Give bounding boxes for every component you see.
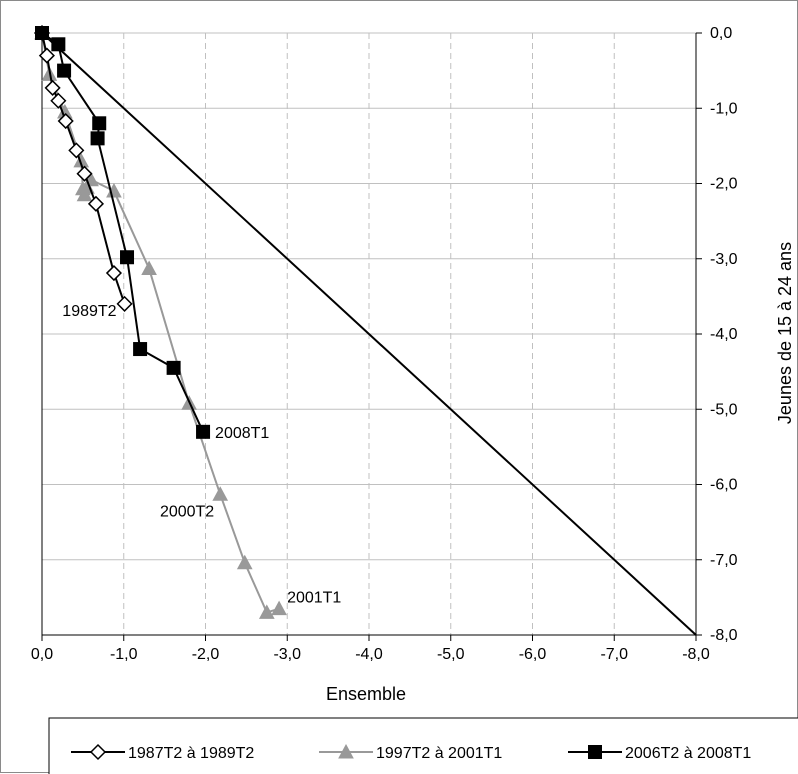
series-1-point: [105, 264, 123, 282]
annotation-label: 2001T1: [287, 590, 341, 607]
series-2-point: [236, 554, 253, 570]
annotation-layer: 1989T2 2000T2 2001T1 2008T1: [62, 303, 341, 607]
series-3-point: [196, 424, 211, 439]
series-2-point: [76, 186, 93, 202]
y-tick-label: -2,0: [710, 176, 738, 193]
series-1-point: [57, 112, 74, 130]
reference-line-layer: [41, 32, 697, 636]
series-line-1: [41, 32, 126, 305]
x-tick-label: -1,0: [110, 646, 138, 663]
legend: 1987T2 à 1989T2 1997T2 à 2001T1 2006T2 à 2…: [48, 717, 798, 774]
y-tick-label: -5,0: [710, 401, 738, 418]
legend-entry-1-text: 1987T2 à 1989T2: [128, 745, 254, 762]
series-1-point: [68, 142, 85, 159]
series-3-point: [57, 63, 72, 78]
annotation-label: 2008T1: [215, 425, 269, 442]
annotation-label: 2000T2: [160, 503, 214, 520]
series-2-point: [212, 486, 229, 501]
y-tick-label: 0,0: [710, 25, 732, 42]
legend-entry-1-marker: [89, 743, 107, 761]
legend-entry-3-text: 2006T2 à 2008T1: [625, 745, 751, 762]
legend-entry-2-text: 1997T2 à 2001T1: [376, 745, 502, 762]
series-1-point: [87, 195, 105, 212]
axes-layer: 0,0 -1,0 -2,0 -3,0 -4,0 -5,0 -6,0 -7,0 -8,0 0,0 -1…: [31, 25, 738, 663]
series-3-point: [51, 37, 66, 52]
series-1-point: [116, 295, 133, 312]
series-1-point: [76, 165, 93, 182]
series-3-point: [120, 250, 135, 265]
x-tick-label: -5,0: [437, 646, 465, 663]
series-3-point: [90, 131, 105, 146]
legend-entry-2-marker: [338, 743, 354, 759]
series-2-point: [258, 604, 275, 619]
legend-box: [48, 717, 798, 774]
y-tick-label: -7,0: [710, 552, 738, 569]
x-tick-label: -3,0: [273, 646, 301, 663]
series-3-point: [166, 360, 181, 375]
x-tick-label: -8,0: [682, 646, 710, 663]
y-axis-title: Jeunes de 15 à 24 ans: [775, 242, 795, 424]
annotation-label: 1989T2: [62, 303, 116, 320]
series-1-point: [44, 79, 61, 96]
series-layer: [33, 24, 287, 619]
series-3-point: [92, 116, 107, 131]
x-tick-label: 0,0: [31, 646, 53, 663]
reference-diagonal-line: [41, 32, 697, 636]
x-axis-title: Ensemble: [326, 684, 406, 704]
series-1-point: [50, 92, 67, 109]
y-tick-label: -1,0: [710, 100, 738, 117]
y-tick-label: -3,0: [710, 251, 738, 268]
y-tick-label: -6,0: [710, 477, 738, 494]
series-2-point: [271, 600, 287, 616]
series-3-point: [35, 26, 49, 40]
y-tick-label: -8,0: [710, 627, 738, 644]
legend-entry-3-marker: [588, 745, 602, 759]
x-tick-label: -4,0: [355, 646, 383, 663]
x-tick-label: -2,0: [192, 646, 220, 663]
x-tick-label: -6,0: [519, 646, 547, 663]
y-tick-label: -4,0: [710, 326, 738, 343]
x-tick-label: -7,0: [600, 646, 628, 663]
series-2-point: [141, 260, 157, 276]
chart-area-background: [21, 21, 776, 697]
series-1-point: [38, 47, 55, 64]
series-3-point: [133, 342, 148, 357]
